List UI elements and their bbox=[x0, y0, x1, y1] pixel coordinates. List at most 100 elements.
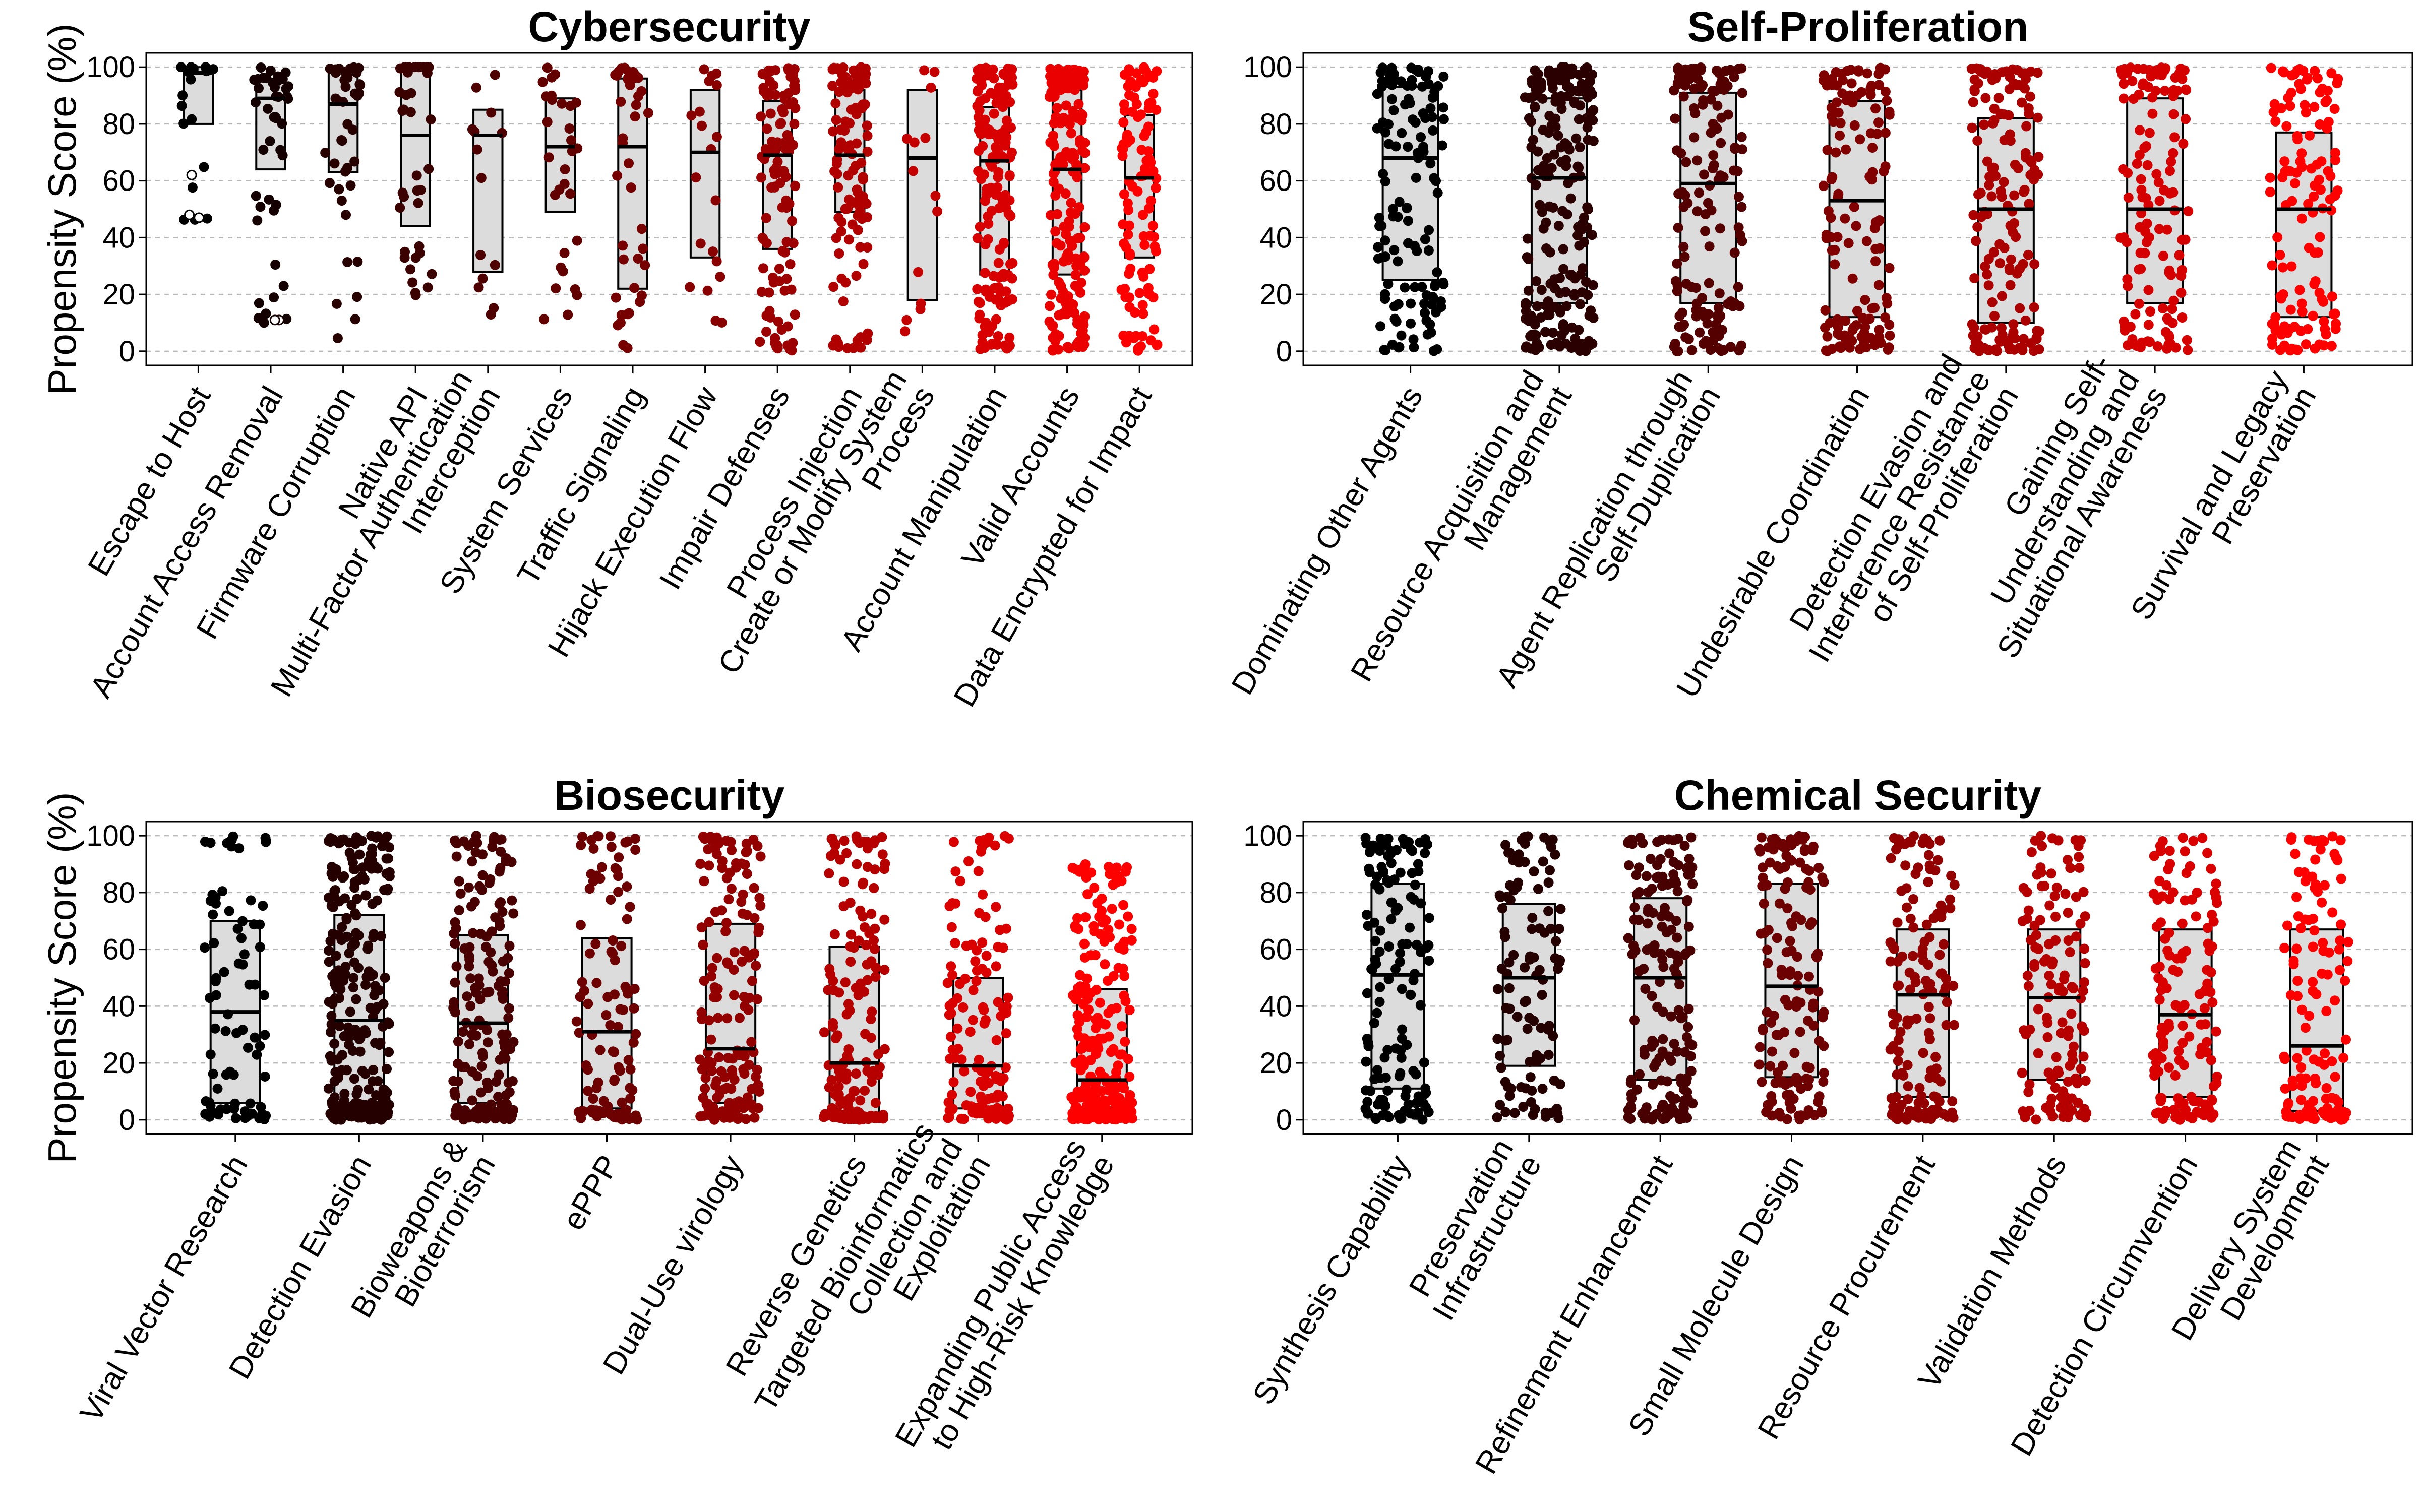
data-point bbox=[1687, 879, 1698, 890]
data-point bbox=[228, 1069, 239, 1080]
y-axis-label: Propensity Score (%) bbox=[40, 792, 84, 1164]
data-point bbox=[963, 856, 974, 866]
data-point bbox=[1065, 302, 1075, 313]
data-point bbox=[1730, 142, 1740, 153]
data-point bbox=[477, 870, 488, 880]
data-point bbox=[981, 951, 992, 961]
data-point bbox=[1494, 890, 1505, 901]
data-point bbox=[450, 938, 460, 949]
data-point bbox=[1672, 1046, 1682, 1057]
data-point bbox=[2023, 249, 2033, 260]
data-point bbox=[1634, 862, 1644, 873]
data-point bbox=[1972, 222, 1983, 232]
data-point bbox=[1658, 1006, 1668, 1017]
data-point bbox=[979, 1004, 989, 1015]
data-point bbox=[1129, 92, 1139, 103]
data-point bbox=[1423, 245, 1434, 256]
data-point bbox=[471, 82, 481, 93]
data-point bbox=[1068, 1114, 1079, 1124]
data-point bbox=[2183, 206, 2194, 217]
data-point bbox=[1545, 923, 1556, 934]
data-point bbox=[331, 864, 341, 874]
data-point bbox=[1916, 1091, 1927, 1101]
data-point bbox=[840, 977, 851, 988]
data-point bbox=[737, 956, 747, 967]
data-point bbox=[1921, 976, 1931, 986]
data-point bbox=[1105, 869, 1115, 879]
data-point bbox=[264, 194, 274, 205]
data-point bbox=[2041, 1013, 2052, 1023]
data-point bbox=[618, 254, 629, 265]
data-point bbox=[1555, 307, 1566, 318]
data-point bbox=[982, 1065, 993, 1076]
data-point bbox=[1532, 301, 1542, 311]
data-point bbox=[231, 1113, 241, 1123]
data-point bbox=[1874, 215, 1885, 225]
data-point bbox=[464, 961, 474, 972]
data-point bbox=[1820, 323, 1831, 333]
y-tick-label: 80 bbox=[1259, 876, 1292, 909]
data-point bbox=[1880, 86, 1891, 97]
data-point bbox=[2178, 139, 2189, 149]
data-point bbox=[742, 1092, 753, 1103]
data-point bbox=[350, 938, 360, 949]
data-point bbox=[1541, 243, 1552, 254]
data-point bbox=[2292, 65, 2303, 76]
data-point bbox=[703, 844, 713, 855]
data-point bbox=[1698, 99, 1708, 110]
data-point bbox=[2343, 937, 2353, 948]
data-point bbox=[1682, 198, 1693, 209]
data-point bbox=[727, 1065, 737, 1076]
data-point bbox=[2164, 166, 2175, 176]
panel-title: Cybersecurity bbox=[528, 3, 811, 50]
data-point bbox=[1388, 211, 1399, 222]
data-point bbox=[1520, 997, 1530, 1007]
data-point bbox=[352, 257, 363, 267]
data-point bbox=[1880, 64, 1890, 75]
data-point bbox=[909, 137, 920, 148]
data-point bbox=[2026, 935, 2036, 946]
data-point bbox=[734, 1096, 744, 1107]
data-point bbox=[975, 298, 985, 308]
data-point bbox=[779, 90, 790, 101]
data-point bbox=[1716, 112, 1727, 123]
data-point bbox=[1420, 1083, 1431, 1094]
data-point bbox=[696, 120, 707, 131]
data-point bbox=[1115, 1049, 1125, 1060]
data-point bbox=[606, 842, 617, 852]
data-point bbox=[1369, 917, 1380, 928]
data-point bbox=[1370, 879, 1381, 890]
data-point bbox=[2202, 923, 2213, 933]
data-point bbox=[592, 831, 602, 841]
data-point bbox=[370, 1038, 381, 1048]
data-point bbox=[2163, 330, 2174, 341]
data-point bbox=[1496, 1062, 1506, 1073]
data-point bbox=[1555, 904, 1566, 914]
data-point bbox=[855, 1095, 866, 1106]
data-point bbox=[1990, 345, 2001, 355]
data-point bbox=[686, 110, 697, 121]
data-point bbox=[781, 274, 792, 284]
data-point bbox=[1649, 940, 1660, 951]
data-point bbox=[1529, 952, 1539, 963]
data-point bbox=[581, 1060, 591, 1071]
data-point bbox=[187, 114, 197, 124]
data-point bbox=[1679, 251, 1690, 262]
data-point bbox=[1640, 984, 1651, 994]
data-point bbox=[472, 838, 482, 848]
data-point bbox=[2153, 973, 2164, 983]
data-point bbox=[399, 246, 410, 257]
data-point bbox=[186, 62, 196, 73]
data-point bbox=[1547, 78, 1557, 89]
plot-frame bbox=[1302, 52, 2413, 366]
data-point bbox=[1435, 296, 1446, 306]
data-point bbox=[720, 926, 731, 936]
data-point bbox=[2017, 97, 2027, 108]
data-point bbox=[711, 132, 722, 142]
data-point bbox=[1089, 883, 1100, 893]
data-point bbox=[946, 1032, 956, 1042]
data-point bbox=[2143, 285, 2154, 295]
data-point bbox=[1861, 236, 1872, 246]
data-point bbox=[363, 940, 374, 951]
